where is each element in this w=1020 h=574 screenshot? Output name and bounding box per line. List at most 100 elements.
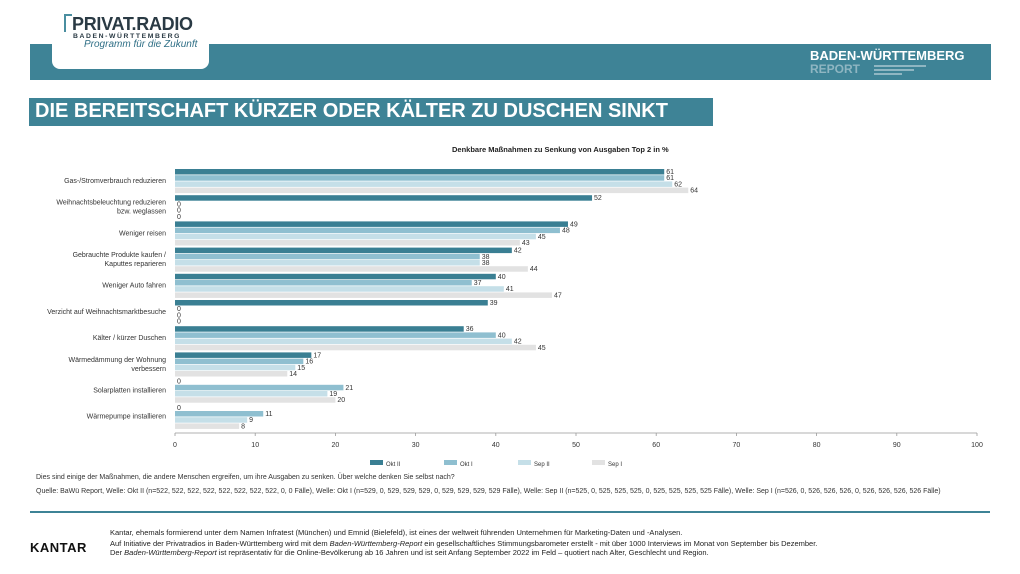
value-label: 42 xyxy=(514,339,522,346)
category-label: Weniger Auto fahren xyxy=(102,283,166,290)
bar xyxy=(175,195,593,201)
bar xyxy=(175,292,552,298)
logo-card xyxy=(52,12,209,69)
value-label: 39 xyxy=(490,300,498,307)
category-label: Kaputtes reparieren xyxy=(105,261,167,268)
value-label: 47 xyxy=(554,292,562,299)
logo-region: BADEN-WÜRTTEMBERG xyxy=(73,33,181,40)
logo-tagline: Programm für die Zukunft xyxy=(84,39,198,50)
category-label: Weihnachtsbeleuchtung reduzieren xyxy=(56,200,166,207)
value-label: 62 xyxy=(674,181,682,188)
report-subtitle: REPORT xyxy=(810,62,861,76)
bar xyxy=(175,233,536,240)
value-label: 36 xyxy=(466,326,474,333)
category-label: Weniger reisen xyxy=(119,230,166,237)
value-label: 14 xyxy=(289,371,297,378)
question-note: Dies sind einige der Maßnahmen, die ande… xyxy=(36,474,455,481)
source-note: Quelle: BaWü Report, Welle: Okt II (n=52… xyxy=(36,488,941,495)
value-label: 43 xyxy=(522,240,530,247)
value-label: 9 xyxy=(249,417,253,424)
bar xyxy=(175,358,304,365)
bar xyxy=(175,273,496,280)
bar xyxy=(175,338,512,345)
footer-line-3: Der Baden-Württemberg-Report ist repräse… xyxy=(110,548,709,557)
privat-radio-logo: PRIVAT.RADIO xyxy=(72,14,193,34)
bar xyxy=(175,227,560,234)
footer-divider xyxy=(30,511,990,513)
headline-box xyxy=(29,98,713,126)
value-label: 38 xyxy=(482,254,490,261)
value-label: 41 xyxy=(506,286,514,293)
bar xyxy=(175,397,336,403)
legend-swatch xyxy=(444,460,457,465)
value-label: 38 xyxy=(482,260,490,267)
category-label: Gas-/Stromverbrauch reduzieren xyxy=(64,178,166,185)
footer-line-2: Auf Initiative der Privatradios in Baden… xyxy=(110,539,818,548)
logo-corner-mark xyxy=(64,14,72,32)
bar xyxy=(175,247,512,254)
bar-chart: Gas-/Stromverbrauch reduzieren Weihnachts… xyxy=(47,169,983,468)
bar xyxy=(175,417,248,423)
category-label: bzw. weglassen xyxy=(117,209,166,216)
value-label: 37 xyxy=(474,280,482,287)
value-label: 17 xyxy=(313,352,321,359)
bar xyxy=(175,240,520,246)
bar xyxy=(175,344,536,351)
value-label: 15 xyxy=(297,365,305,372)
bar xyxy=(175,175,665,181)
x-tick-label: 60 xyxy=(652,442,660,449)
category-label: Solarplatten installieren xyxy=(93,388,166,395)
x-tick-label: 100 xyxy=(971,442,983,449)
chart-title: Denkbare Maßnahmen zu Senkung von Ausgab… xyxy=(452,145,669,154)
value-label: 0 xyxy=(177,319,181,326)
value-label: 20 xyxy=(337,397,345,404)
bar xyxy=(175,384,344,391)
value-label: 0 xyxy=(177,312,181,319)
legend-swatch xyxy=(518,460,531,465)
bar xyxy=(175,260,480,266)
category-label: Verzicht auf Weihnachtsmarktbesuche xyxy=(47,309,166,316)
bar xyxy=(175,187,689,194)
bar xyxy=(175,411,264,417)
bar xyxy=(175,332,496,338)
x-tick-label: 30 xyxy=(412,442,420,449)
x-tick-label: 80 xyxy=(813,442,821,449)
report-title: BADEN-WÜRTTEMBERG xyxy=(810,48,965,63)
bar xyxy=(175,326,464,332)
bar xyxy=(175,300,488,306)
value-label: 0 xyxy=(177,214,181,221)
bar xyxy=(175,371,288,377)
value-label: 45 xyxy=(538,234,546,241)
value-label: 0 xyxy=(177,201,181,208)
value-label: 0 xyxy=(177,379,181,386)
bar xyxy=(175,423,240,429)
value-label: 19 xyxy=(329,391,337,398)
bar xyxy=(175,286,504,292)
bar xyxy=(175,391,328,397)
bar xyxy=(175,181,673,187)
footer-line-1: Kantar, ehemals formierend unter dem Nam… xyxy=(110,528,683,537)
legend-swatch xyxy=(592,460,605,465)
value-label: 45 xyxy=(538,345,546,352)
x-tick-label: 90 xyxy=(893,442,901,449)
value-label: 16 xyxy=(305,359,313,366)
legend-label: Sep II xyxy=(534,462,550,468)
bar xyxy=(175,253,480,260)
category-label: Kälter / kürzer Duschen xyxy=(93,335,166,342)
value-label: 40 xyxy=(498,332,506,339)
value-label: 42 xyxy=(514,248,522,255)
bar xyxy=(175,221,568,227)
value-label: 40 xyxy=(498,274,506,281)
category-label: Wärmedämmung der Wohnung xyxy=(68,357,166,364)
value-label: 44 xyxy=(530,266,538,273)
x-tick-label: 50 xyxy=(572,442,580,449)
x-tick-label: 20 xyxy=(332,442,340,449)
legend-label: Okt I xyxy=(460,462,473,468)
report-lines-icon xyxy=(874,65,926,75)
value-label: 11 xyxy=(265,411,272,418)
legend-label: Sep I xyxy=(608,462,622,468)
value-label: 8 xyxy=(241,423,245,430)
bar xyxy=(175,280,472,286)
bar xyxy=(175,266,528,272)
value-label: 0 xyxy=(177,306,181,313)
